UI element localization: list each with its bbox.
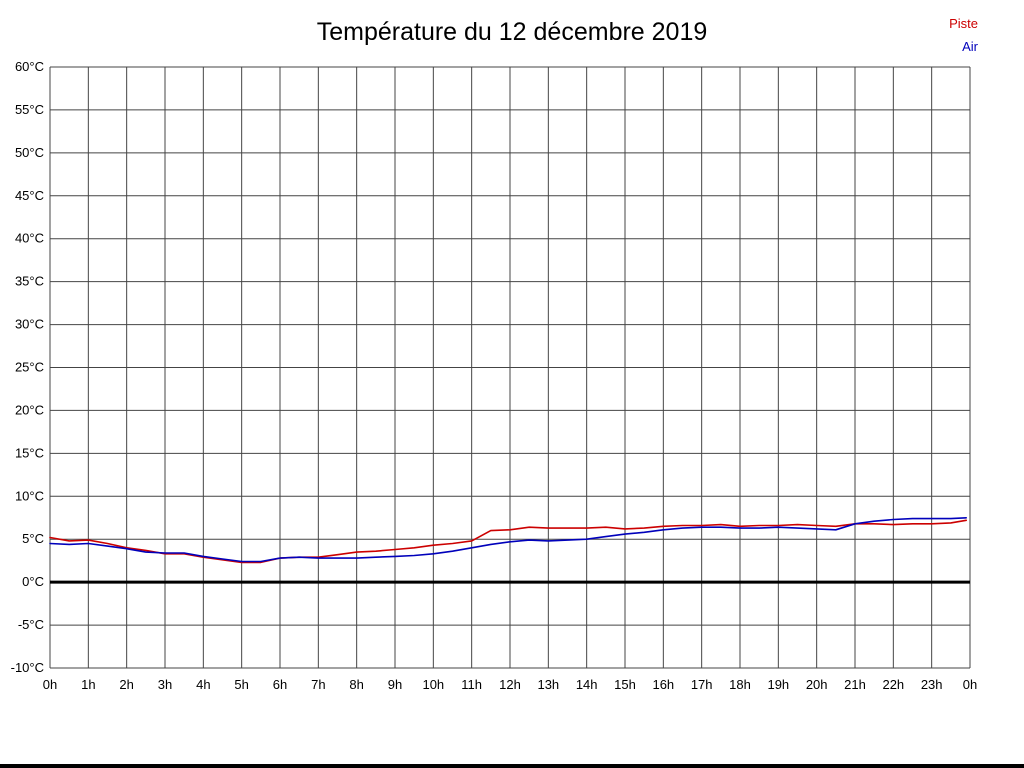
x-axis-tick-label: 23h: [921, 677, 943, 692]
series-line-air: [49, 516, 968, 563]
x-axis-tick-label: 11h: [461, 677, 482, 692]
y-axis-tick-label: 30°C: [15, 317, 44, 332]
x-axis-tick-label: 8h: [349, 677, 363, 692]
y-axis-tick-label: 50°C: [15, 145, 44, 160]
y-axis-tick-label: -5°C: [18, 617, 44, 632]
y-axis-tick-label: 15°C: [15, 445, 44, 460]
x-axis-tick-label: 5h: [234, 677, 248, 692]
page-title: Température du 12 décembre 2019: [316, 18, 708, 46]
y-axis-tick-label: 55°C: [15, 102, 44, 117]
x-axis-tick-label: 6h: [273, 677, 287, 692]
y-axis-tick-label: 20°C: [15, 402, 44, 417]
x-axis-tick-label: 14h: [576, 677, 598, 692]
legend-air-label: Air: [962, 39, 978, 54]
y-axis-tick-label: -10°C: [11, 660, 44, 675]
legend-piste-label: Piste: [949, 16, 978, 31]
x-axis-tick-label: 16h: [652, 677, 674, 692]
bottom-border: [0, 764, 1024, 768]
y-axis-tick-label: 35°C: [15, 274, 44, 289]
x-axis-tick-label: 0h: [43, 677, 57, 692]
y-axis-tick-label: 10°C: [15, 488, 44, 503]
y-axis-tick-label: 5°C: [22, 531, 44, 546]
x-axis-tick-label: 2h: [119, 677, 133, 692]
x-axis-tick-label: 12h: [499, 677, 521, 692]
x-axis-tick-label: 17h: [691, 677, 713, 692]
x-axis-tick-label: 4h: [196, 677, 210, 692]
x-axis-tick-label: 20h: [806, 677, 828, 692]
x-axis-tick-label: 10h: [422, 677, 444, 692]
x-axis-tick-label: 3h: [158, 677, 172, 692]
x-axis-tick-label: 13h: [537, 677, 559, 692]
x-axis-tick-label: 19h: [767, 677, 789, 692]
x-axis-tick-label: 18h: [729, 677, 751, 692]
y-axis-tick-label: 25°C: [15, 360, 44, 375]
y-axis-tick-label: 0°C: [22, 574, 44, 589]
x-axis-tick-label: 1h: [81, 677, 95, 692]
x-axis-tick-label: 9h: [388, 677, 402, 692]
x-axis-tick-label: 21h: [844, 677, 866, 692]
y-axis-tick-label: 40°C: [15, 231, 44, 246]
x-axis-tick-label: 22h: [882, 677, 904, 692]
y-axis-tick-label: 45°C: [15, 188, 44, 203]
chart-legend: Piste Air: [949, 12, 978, 58]
y-axis-tick-label: 60°C: [15, 59, 44, 74]
x-axis-tick-label: 15h: [614, 677, 636, 692]
x-axis-tick-label: 7h: [311, 677, 325, 692]
x-axis-tick-label: 0h: [963, 677, 977, 692]
